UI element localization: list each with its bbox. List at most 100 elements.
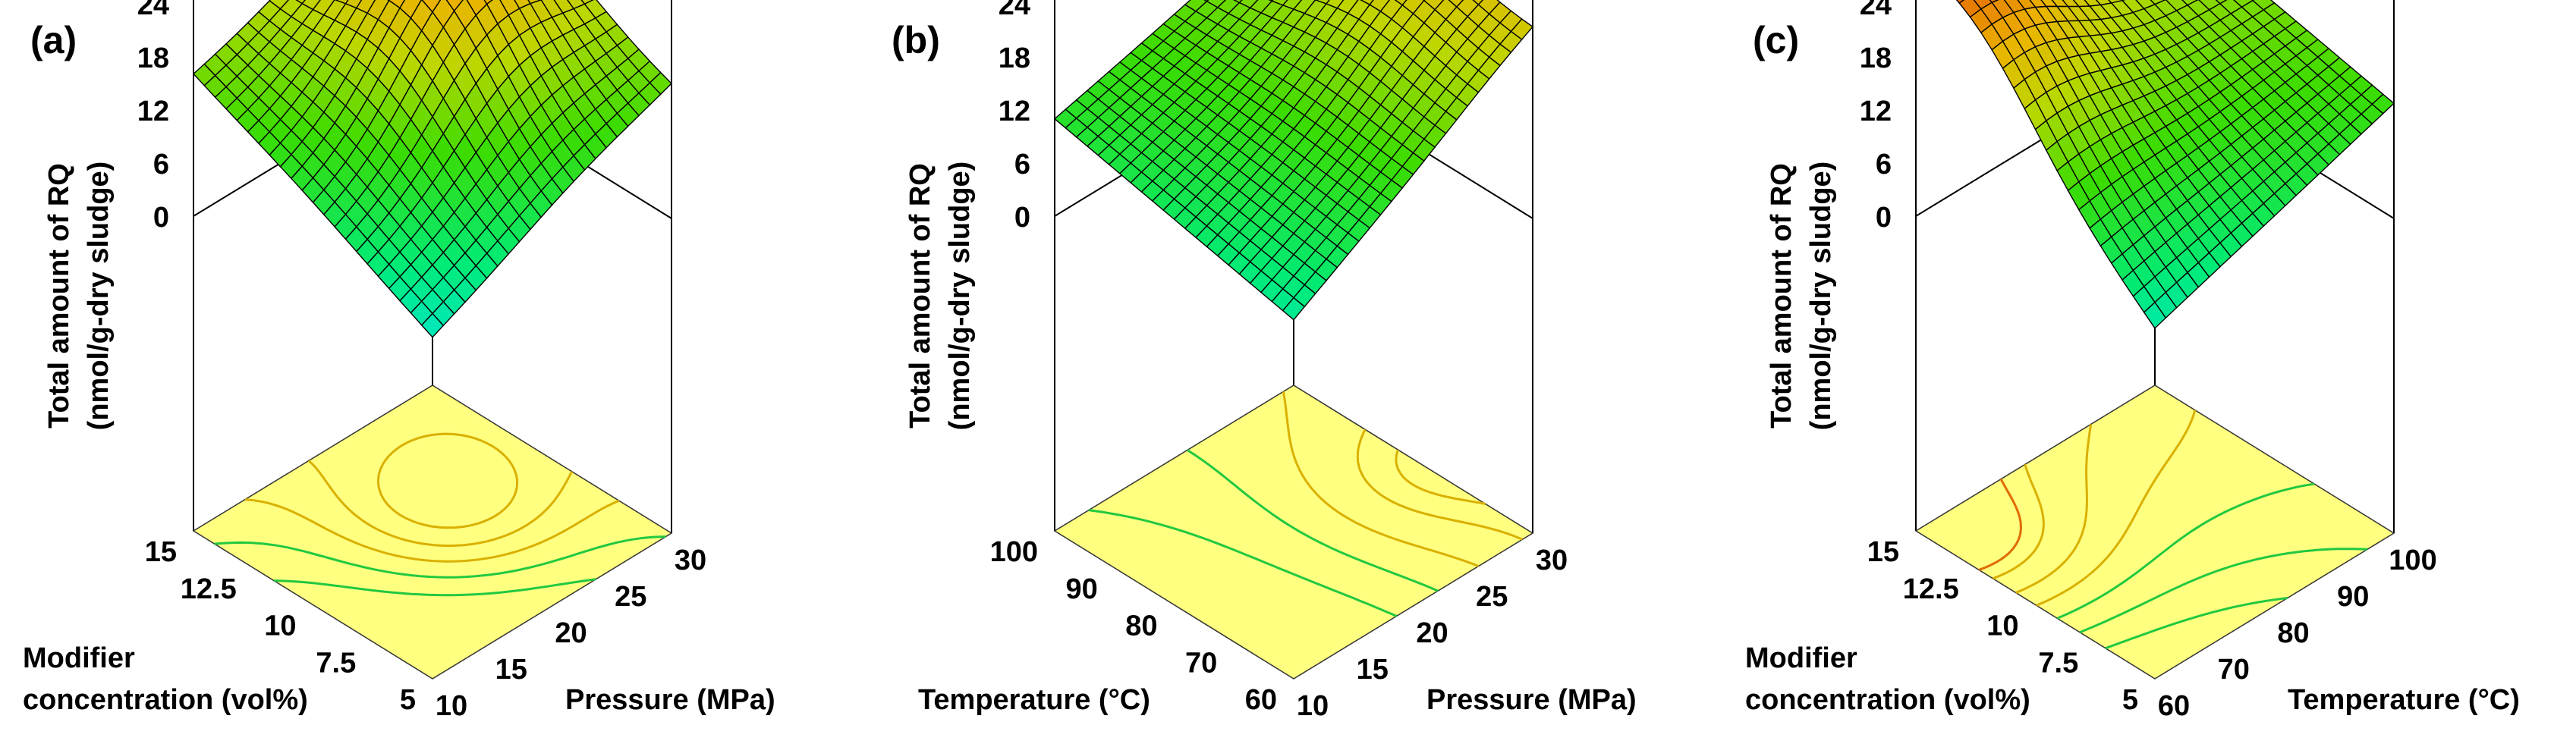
z-axis-label-line1: Total amount of RQ	[1766, 163, 1798, 429]
x-tick-label: 20	[555, 617, 587, 649]
surface-cell	[1394, 0, 1408, 6]
z-axis-label: Total amount of RQ (nmol/g-dry sludge)	[43, 162, 115, 431]
panel-label: (b)	[892, 19, 940, 61]
panel-3: 06121824306070809010057.51012.515Tempera…	[1745, 0, 2520, 722]
response-surface	[1955, 0, 2395, 329]
x-axis-label: Temperature (°C)	[2288, 684, 2520, 716]
z-tick-label: 12	[137, 96, 169, 127]
box-frame	[1915, 0, 2395, 533]
x-tick-label: 20	[1416, 617, 1448, 649]
z-tick-label: 0	[1014, 202, 1030, 234]
z-axis-label-line2: (nmol/g-dry sludge)	[944, 162, 976, 431]
contour-line	[273, 578, 596, 597]
y-tick-label: 5	[400, 684, 416, 716]
y-tick-label: 10	[1986, 611, 2018, 642]
panel-label: (a)	[30, 19, 77, 61]
contour-base-plane	[192, 385, 673, 680]
x-tick-label: 30	[675, 545, 706, 576]
y-tick-label: 7.5	[316, 647, 356, 679]
x-tick-label: 30	[1536, 545, 1568, 576]
contour-line	[1395, 449, 1486, 505]
contour-base-plane	[1914, 385, 2395, 680]
x-tick-label: 10	[436, 690, 467, 722]
y-tick-label: 80	[1125, 611, 1157, 642]
panel-label: (c)	[1753, 19, 1799, 61]
x-tick-label: 15	[1357, 654, 1389, 686]
contour-line	[244, 498, 620, 563]
contour-line	[2036, 410, 2197, 607]
y-axis-label-line1: Modifier	[23, 642, 135, 674]
z-tick-label: 12	[1860, 96, 1892, 127]
contour-line	[1088, 509, 1398, 617]
y-tick-label: 15	[145, 536, 177, 568]
x-tick-label: 100	[2389, 545, 2436, 576]
contour-line	[376, 432, 519, 529]
x-axis-label: Pressure (MPa)	[1426, 684, 1637, 716]
response-surface	[1053, 0, 1534, 321]
x-tick-label: 90	[2337, 581, 2369, 613]
z-tick-label: 6	[153, 149, 169, 181]
contour-line	[1356, 429, 1523, 541]
contour-line	[1978, 479, 2022, 571]
z-tick-label: 24	[999, 0, 1030, 21]
contour-line	[1992, 463, 2045, 580]
contour-line	[2056, 482, 2315, 620]
y-tick-label: 90	[1065, 573, 1097, 605]
x-tick-label: 60	[2158, 690, 2190, 722]
z-tick-label: 24	[137, 0, 169, 21]
z-axis-label-line2: (nmol/g-dry sludge)	[1805, 162, 1837, 431]
y-tick-label: 60	[1245, 684, 1277, 716]
y-tick-label: 70	[1185, 647, 1217, 679]
z-axis-label-line1: Total amount of RQ	[904, 163, 936, 429]
z-tick-label: 6	[1876, 149, 1892, 181]
z-axis-label-line2: (nmol/g-dry sludge)	[83, 162, 115, 431]
z-tick-label: 18	[137, 42, 169, 74]
contour-line	[2079, 548, 2368, 634]
contour-line	[1186, 449, 1439, 592]
contour-line	[307, 460, 574, 548]
y-axis-label-line2: concentration (vol%)	[1745, 684, 2030, 716]
x-tick-label: 15	[495, 654, 527, 686]
box-frame	[193, 0, 672, 533]
response-surface	[193, 0, 672, 338]
y-tick-label: 100	[990, 536, 1038, 568]
surface-cell	[1472, 0, 1484, 6]
z-tick-label: 18	[999, 42, 1030, 74]
y-tick-label: 12.5	[1903, 573, 1959, 605]
y-tick-label: 15	[1867, 536, 1899, 568]
z-tick-label: 24	[1860, 0, 1892, 21]
z-tick-label: 0	[1876, 202, 1892, 234]
z-axis-label: Total amount of RQ (nmol/g-dry sludge)	[904, 162, 976, 431]
z-tick-label: 18	[1860, 42, 1892, 74]
z-tick-label: 0	[153, 202, 169, 234]
contour-line	[1282, 391, 1480, 567]
box-frame	[1054, 0, 1533, 533]
x-axis-label: Pressure (MPa)	[565, 684, 775, 716]
z-axis-label-line1: Total amount of RQ	[43, 163, 75, 429]
z-tick-label: 6	[1014, 149, 1030, 181]
y-tick-label: 5	[2122, 684, 2138, 716]
y-axis-label: Temperature (°C)	[918, 684, 1150, 716]
contour-line	[214, 535, 666, 579]
contour-base-plane	[1053, 385, 1534, 680]
surface-cell	[2143, 301, 2167, 329]
surface-cell	[420, 312, 445, 338]
x-tick-label: 10	[1297, 690, 1329, 722]
panel-2: 0612182430101520253060708090100Pressure …	[892, 0, 1637, 722]
z-axis-label: Total amount of RQ (nmol/g-dry sludge)	[1766, 162, 1837, 431]
x-tick-label: 25	[615, 581, 646, 613]
contour-line	[2015, 424, 2093, 594]
x-tick-label: 70	[2218, 654, 2250, 686]
y-axis-label-line1: Modifier	[1745, 642, 1857, 674]
surface-cell	[1282, 297, 1306, 321]
x-tick-label: 25	[1476, 581, 1508, 613]
y-tick-label: 10	[264, 611, 296, 642]
panel-1: 0612182430101520253057.51012.515Pressure…	[23, 0, 775, 722]
x-tick-label: 80	[2277, 617, 2309, 649]
y-tick-label: 7.5	[2038, 647, 2078, 679]
contour-line	[2105, 597, 2288, 650]
y-tick-label: 12.5	[181, 573, 237, 605]
z-tick-label: 12	[999, 96, 1030, 127]
y-axis-label-line2: concentration (vol%)	[23, 684, 308, 716]
